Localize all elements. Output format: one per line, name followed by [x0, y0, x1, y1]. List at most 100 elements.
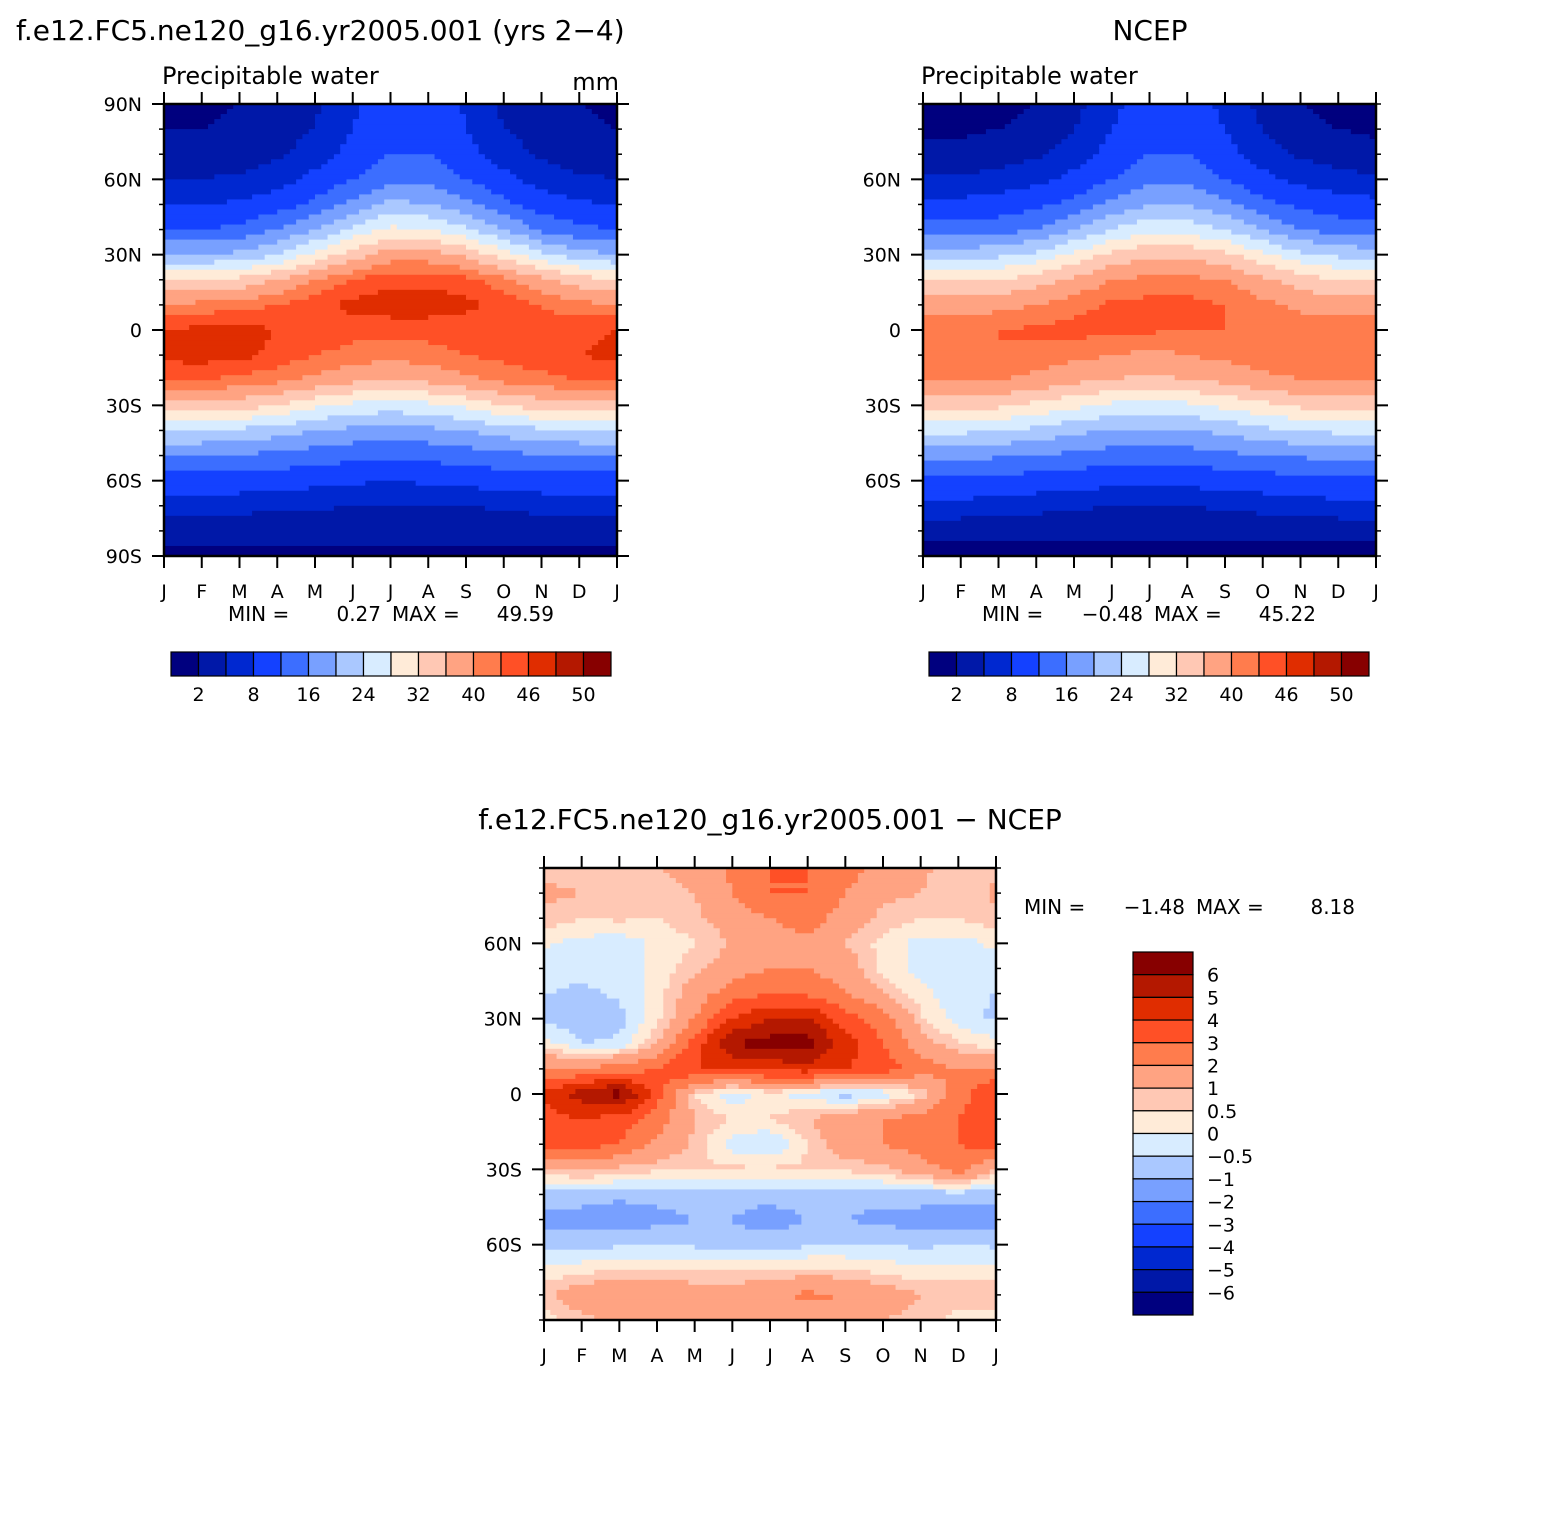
heatmap-cell — [908, 1244, 934, 1251]
heatmap-cell — [889, 1314, 947, 1321]
heatmap-cell — [333, 284, 492, 291]
heatmap-cell — [952, 1309, 997, 1316]
heatmap-cell — [484, 204, 524, 211]
heatmap-cell — [220, 375, 304, 381]
heatmap-cell — [801, 1244, 909, 1251]
heatmap-cell — [1048, 365, 1251, 371]
heatmap-cell — [1080, 259, 1132, 266]
heatmap-cell — [826, 998, 865, 1005]
heatmap-cell — [644, 1038, 658, 1045]
heatmap-cell — [1023, 209, 1081, 216]
heatmap-cell — [544, 923, 558, 929]
heatmap-cell — [1256, 164, 1333, 170]
heatmap-cell — [544, 933, 595, 939]
heatmap-cell — [270, 335, 606, 341]
heatmap-cell — [923, 164, 1006, 170]
heatmap-cell — [346, 249, 379, 256]
heatmap-cell — [619, 998, 646, 1005]
heatmap-cell — [923, 375, 1012, 381]
heatmap-cell — [544, 1119, 639, 1125]
heatmap-cell — [839, 1023, 872, 1030]
heatmap-cell — [914, 918, 966, 924]
heatmap-cell — [544, 868, 664, 874]
heatmap-cell — [277, 239, 310, 246]
heatmap-cell — [782, 1058, 815, 1065]
heatmap-cell — [700, 1053, 733, 1060]
heatmap-cell — [964, 1169, 991, 1175]
heatmap-cell — [700, 1008, 721, 1015]
heatmap-cell — [164, 550, 618, 557]
heatmap-cell — [619, 1164, 746, 1170]
heatmap-cell — [1212, 430, 1333, 437]
heatmap-cell — [857, 1109, 928, 1115]
heatmap-cell — [719, 953, 859, 959]
heatmap-cell — [1105, 179, 1232, 185]
heatmap-cell — [1105, 264, 1232, 271]
heatmap-cell — [675, 1094, 689, 1100]
heatmap-cell — [447, 189, 492, 195]
heatmap-cell — [1080, 109, 1119, 115]
heatmap-cell — [522, 450, 618, 457]
heatmap-cell — [503, 274, 543, 281]
heatmap-cell — [371, 189, 448, 195]
heatmap-cell — [807, 1033, 828, 1040]
heatmap-cell — [813, 968, 865, 975]
heatmap-cell — [585, 350, 618, 356]
heatmap-cell — [719, 988, 846, 995]
y-tick-label: 0 — [510, 1084, 522, 1106]
heatmap-cell — [164, 355, 253, 361]
heatmap-cell — [1275, 139, 1377, 145]
heatmap-cell — [688, 1018, 708, 1025]
colorbar-label: 46 — [516, 684, 540, 706]
heatmap-cell — [631, 1078, 671, 1085]
x-tick-label: O — [1255, 581, 1270, 603]
heatmap-cell — [952, 1033, 991, 1040]
heatmap-cell — [377, 239, 442, 246]
heatmap-cell — [945, 1088, 972, 1095]
x-tick-label: J — [387, 581, 394, 603]
heatmap-cell — [700, 908, 752, 914]
heatmap-cell — [1130, 189, 1207, 195]
heatmap-cell — [851, 933, 884, 939]
heatmap-cell — [327, 415, 455, 421]
heatmap-cell — [1262, 274, 1320, 281]
heatmap-cell — [296, 144, 341, 150]
heatmap-cell — [359, 194, 461, 201]
colorbar-swatch — [1132, 1246, 1194, 1271]
heatmap-cell — [164, 420, 297, 427]
heatmap-cell — [770, 1033, 809, 1040]
heatmap-cell — [985, 129, 1075, 135]
heatmap-cell — [770, 1114, 821, 1120]
heatmap-cell — [308, 485, 480, 492]
heatmap-cell — [1206, 259, 1258, 266]
heatmap-cell — [544, 908, 702, 914]
heatmap-cell — [164, 445, 310, 452]
heatmap-cell — [544, 1279, 595, 1286]
colorbar-swatch — [252, 651, 282, 677]
heatmap-cell — [544, 898, 558, 904]
heatmap-cell — [1048, 410, 1251, 416]
heatmap-cell — [359, 114, 467, 120]
heatmap-cell — [550, 1309, 583, 1316]
heatmap-cell — [707, 1038, 721, 1045]
heatmap-cell — [923, 229, 1018, 236]
heatmap-cell — [497, 234, 530, 241]
heatmap-cell — [1269, 229, 1320, 236]
heatmap-cell — [575, 1088, 614, 1095]
heatmap-cell — [770, 868, 809, 874]
heatmap-cell — [638, 1023, 658, 1030]
heatmap-cell — [365, 254, 467, 261]
heatmap-cell — [466, 395, 536, 401]
heatmap-cell — [594, 1038, 633, 1045]
heatmap-cell — [688, 1023, 708, 1030]
colorbar-swatch — [417, 651, 447, 677]
colorbar-label: −2 — [1207, 1192, 1235, 1214]
heatmap-cell — [1269, 239, 1314, 246]
heatmap-cell — [164, 204, 297, 211]
heatmap-cell — [801, 1134, 821, 1140]
heatmap-cell — [908, 953, 997, 959]
heatmap-cell — [560, 164, 618, 170]
heatmap-cell — [650, 1028, 664, 1035]
heatmap-cell — [914, 893, 991, 899]
colorbar-swatch — [1065, 651, 1095, 677]
